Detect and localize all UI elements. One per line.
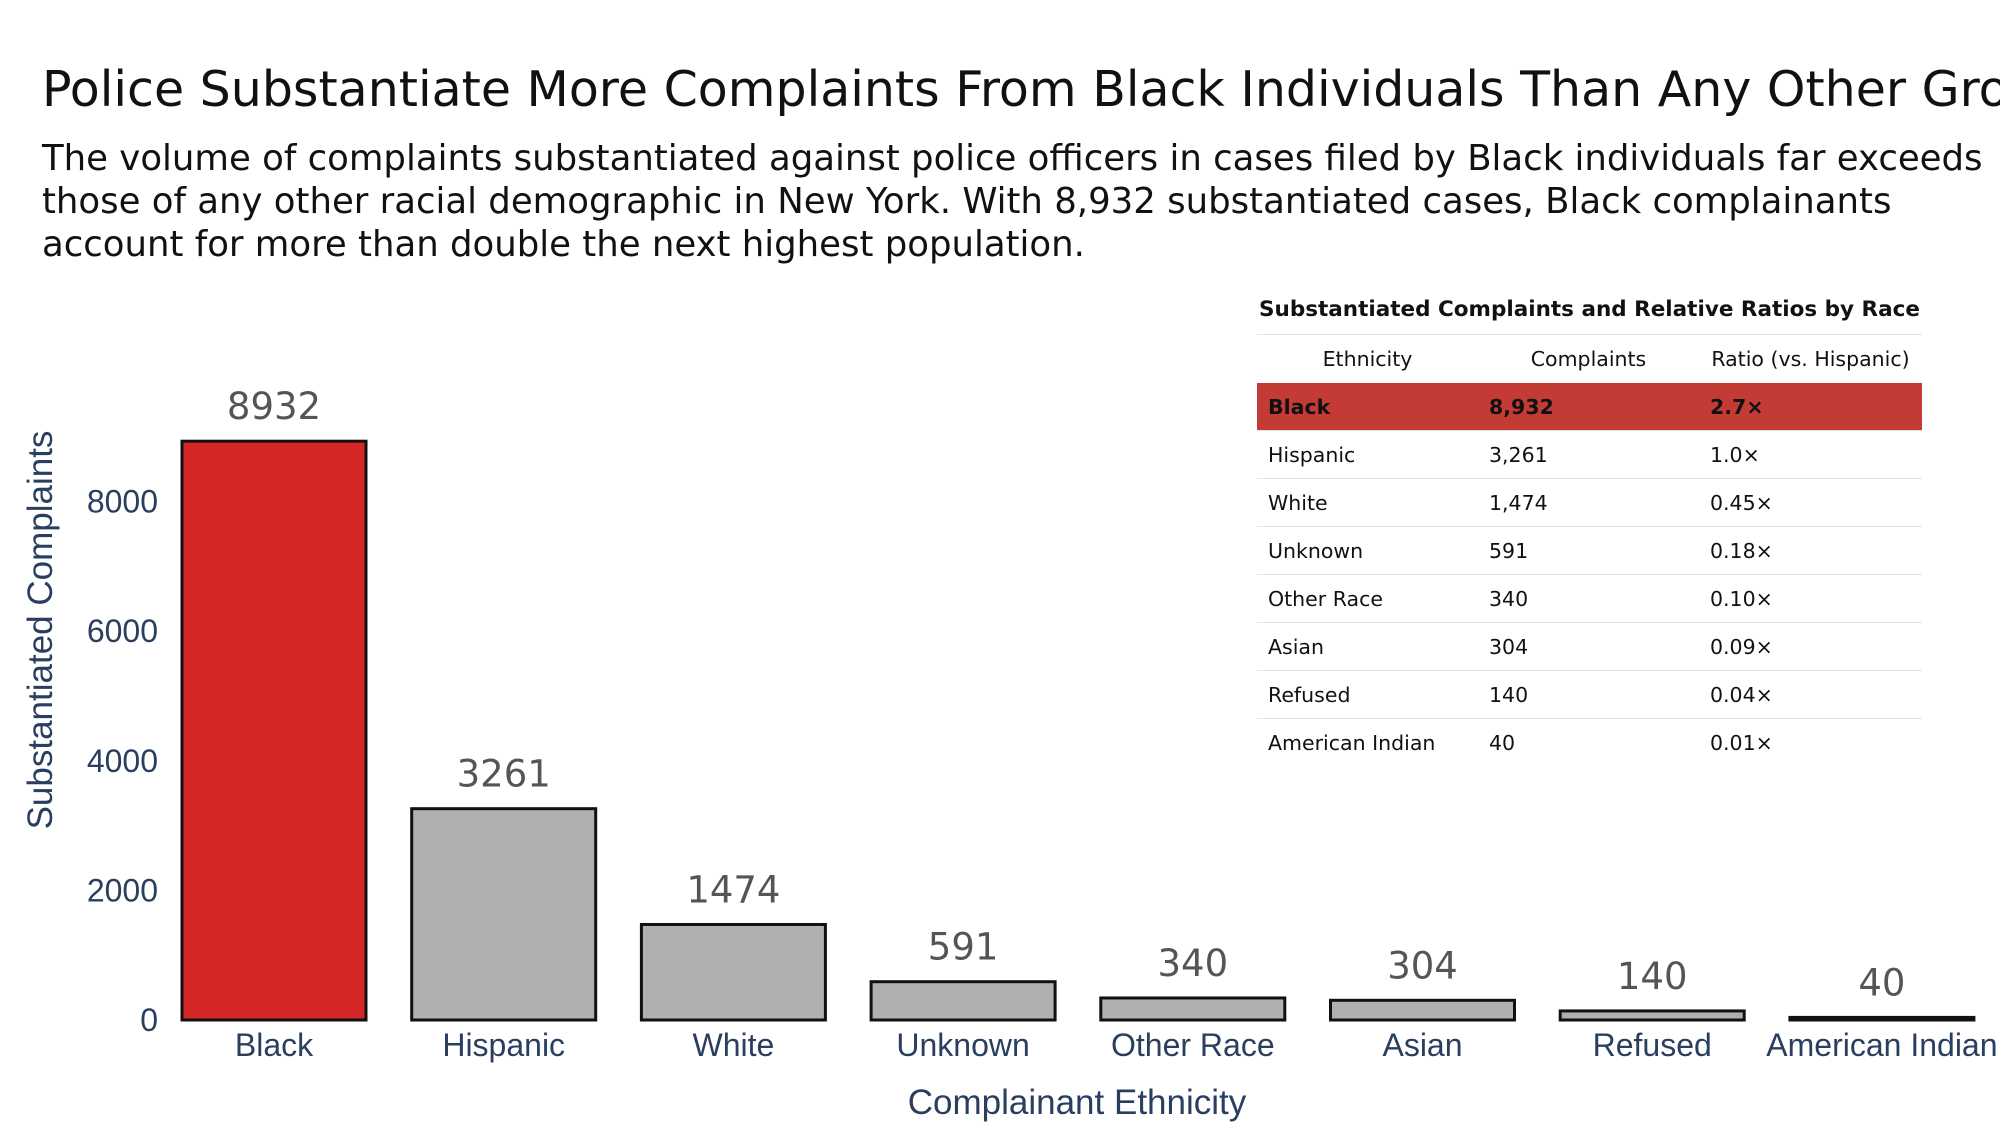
y-tick-labels: 0 2000 4000 6000 8000 xyxy=(87,484,158,1038)
cell-ratio: 2.7× xyxy=(1699,383,1922,431)
bars-layer xyxy=(180,439,1976,1022)
x-tick-hispanic: Hispanic xyxy=(442,1027,565,1063)
table-caption: Substantiated Complaints and Relative Ra… xyxy=(1257,286,1922,335)
x-tick-american-indian: American Indian xyxy=(1766,1027,1997,1063)
cell-complaints: 304 xyxy=(1478,622,1699,671)
cell-ethnicity: White xyxy=(1257,478,1478,527)
cell-ethnicity: Unknown xyxy=(1257,526,1478,575)
cell-ethnicity: American Indian xyxy=(1257,718,1478,766)
value-label-other-race: 340 xyxy=(1157,942,1228,985)
cell-ethnicity: Hispanic xyxy=(1257,430,1478,479)
y-tick-2000: 2000 xyxy=(87,872,158,908)
cell-ratio: 0.10× xyxy=(1699,574,1922,623)
cell-complaints: 8,932 xyxy=(1478,383,1699,431)
ratio-table-grid: Ethnicity Complaints Ratio (vs. Hispanic… xyxy=(1257,335,1922,766)
table-row: American Indian 40 0.01× xyxy=(1257,718,1922,766)
cell-ratio: 0.45× xyxy=(1699,478,1922,527)
value-label-hispanic: 3261 xyxy=(457,753,551,796)
value-label-black: 8932 xyxy=(227,385,321,428)
bar-white xyxy=(639,922,827,1022)
y-tick-4000: 4000 xyxy=(87,743,158,779)
bar-hispanic xyxy=(410,807,598,1022)
bar-asian xyxy=(1329,998,1516,1022)
cell-ratio: 0.01× xyxy=(1699,718,1922,766)
cell-ratio: 0.09× xyxy=(1699,622,1922,671)
value-label-refused: 140 xyxy=(1617,955,1688,998)
value-label-unknown: 591 xyxy=(928,926,999,969)
cell-complaints: 3,261 xyxy=(1478,430,1699,479)
header-ethnicity: Ethnicity xyxy=(1322,347,1413,371)
bar-black xyxy=(180,439,368,1022)
x-tick-black: Black xyxy=(235,1027,314,1063)
x-tick-asian: Asian xyxy=(1382,1027,1462,1063)
cell-complaints: 40 xyxy=(1478,718,1699,766)
cell-complaints: 340 xyxy=(1478,574,1699,623)
value-label-american-indian: 40 xyxy=(1858,961,1905,1004)
y-tick-0: 0 xyxy=(140,1002,158,1038)
cell-ethnicity: Other Race xyxy=(1257,574,1478,623)
bar-american-indian xyxy=(1788,1015,1976,1022)
table-row: Unknown 591 0.18× xyxy=(1257,526,1922,575)
ratio-table: Substantiated Complaints and Relative Ra… xyxy=(1257,286,1922,766)
bar-other-race xyxy=(1099,996,1287,1022)
y-tick-6000: 6000 xyxy=(87,613,158,649)
cell-ratio: 1.0× xyxy=(1699,430,1922,479)
cell-complaints: 591 xyxy=(1478,526,1699,575)
header-ratio: Ratio (vs. Hispanic) xyxy=(1711,347,1910,371)
cell-ethnicity: Black xyxy=(1257,383,1478,431)
x-axis-title: Complainant Ethnicity xyxy=(908,1083,1247,1122)
x-tick-white: White xyxy=(693,1027,775,1063)
table-row: White 1,474 0.45× xyxy=(1257,478,1922,527)
table-row: Other Race 340 0.10× xyxy=(1257,574,1922,623)
y-tick-8000: 8000 xyxy=(87,484,158,520)
cell-complaints: 140 xyxy=(1478,670,1699,719)
cell-ratio: 0.04× xyxy=(1699,670,1922,719)
x-tick-other-race: Other Race xyxy=(1111,1027,1275,1063)
header-complaints: Complaints xyxy=(1530,347,1647,371)
chart-subtitle: The volume of complaints substantiated a… xyxy=(42,138,1983,265)
table-row: Black 8,932 2.7× xyxy=(1257,383,1922,431)
value-label-asian: 304 xyxy=(1387,944,1458,987)
x-tick-unknown: Unknown xyxy=(896,1027,1029,1063)
value-label-white: 1474 xyxy=(686,868,780,911)
y-axis-title: Substantiated Complaints xyxy=(21,431,60,830)
chart-title: Police Substantiate More Complaints From… xyxy=(42,61,2000,118)
cell-ethnicity: Refused xyxy=(1257,670,1478,719)
bar-refused xyxy=(1558,1009,1746,1022)
table-row: Asian 304 0.09× xyxy=(1257,622,1922,671)
cell-ratio: 0.18× xyxy=(1699,526,1922,575)
bar-unknown xyxy=(869,980,1057,1022)
cell-ethnicity: Asian xyxy=(1257,622,1478,671)
table-header-row: Ethnicity Complaints Ratio (vs. Hispanic… xyxy=(1257,335,1922,383)
x-tick-refused: Refused xyxy=(1593,1027,1712,1063)
table-row: Refused 140 0.04× xyxy=(1257,670,1922,719)
cell-complaints: 1,474 xyxy=(1478,478,1699,527)
x-tick-labels: Black Hispanic White Unknown Other Race Asian… xyxy=(235,1027,1998,1063)
table-row: Hispanic 3,261 1.0× xyxy=(1257,430,1922,479)
